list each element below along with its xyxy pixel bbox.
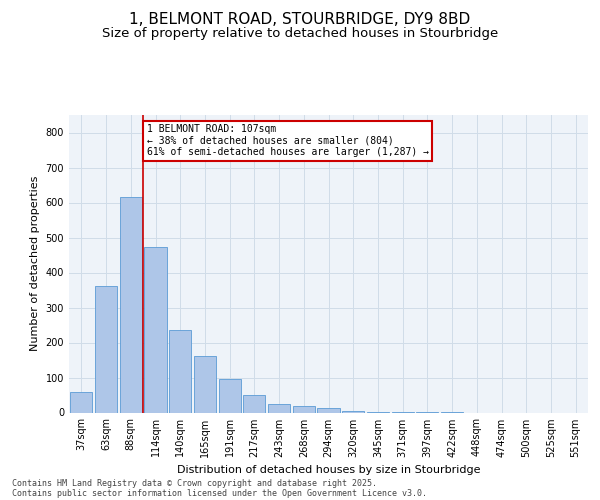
Text: 1, BELMONT ROAD, STOURBRIDGE, DY9 8BD: 1, BELMONT ROAD, STOURBRIDGE, DY9 8BD [130, 12, 470, 28]
Bar [218, 378, 241, 412]
Bar [268, 404, 290, 412]
Bar [342, 411, 364, 412]
Text: Size of property relative to detached houses in Stourbridge: Size of property relative to detached ho… [102, 28, 498, 40]
Text: Contains public sector information licensed under the Open Government Licence v3: Contains public sector information licen… [12, 488, 427, 498]
Bar [145, 248, 167, 412]
Bar [70, 392, 92, 412]
X-axis label: Distribution of detached houses by size in Stourbridge: Distribution of detached houses by size … [177, 465, 480, 475]
Bar [169, 330, 191, 412]
Bar [194, 356, 216, 412]
Bar [243, 395, 265, 412]
Y-axis label: Number of detached properties: Number of detached properties [30, 176, 40, 352]
Bar [95, 286, 117, 412]
Bar [119, 196, 142, 412]
Bar [293, 406, 315, 412]
Text: Contains HM Land Registry data © Crown copyright and database right 2025.: Contains HM Land Registry data © Crown c… [12, 478, 377, 488]
Text: 1 BELMONT ROAD: 107sqm
← 38% of detached houses are smaller (804)
61% of semi-de: 1 BELMONT ROAD: 107sqm ← 38% of detached… [147, 124, 429, 157]
Bar [317, 408, 340, 412]
